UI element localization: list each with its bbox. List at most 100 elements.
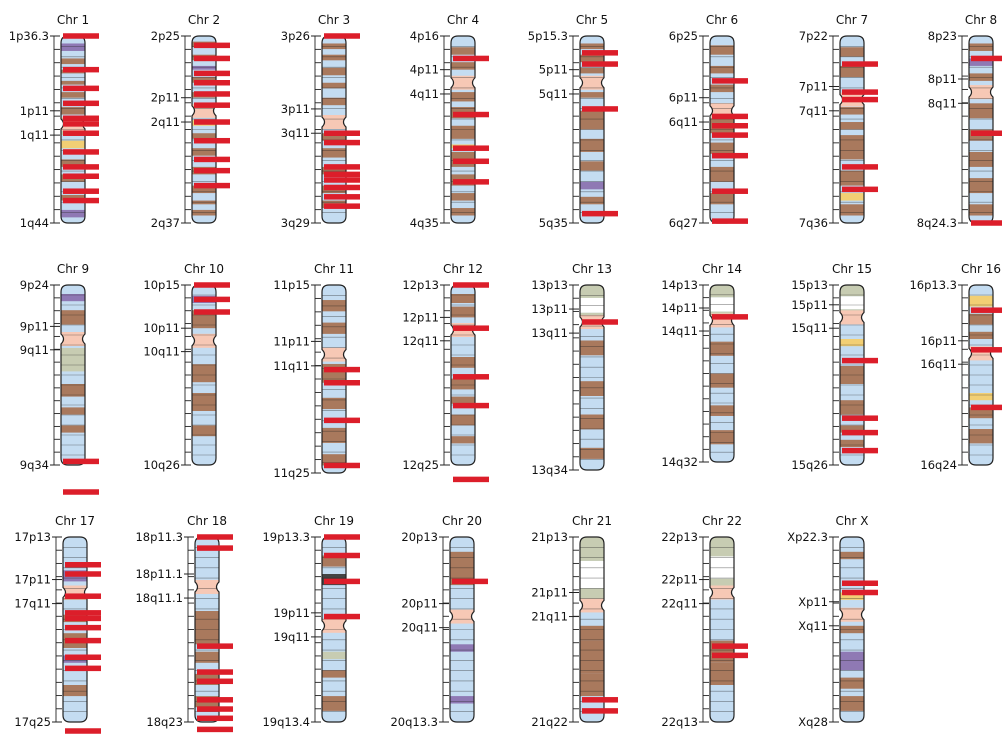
band (840, 400, 864, 415)
locus-marker (971, 347, 1002, 353)
locus-marker (324, 613, 360, 620)
locus-marker (712, 78, 748, 84)
band (580, 92, 604, 98)
band (192, 185, 216, 194)
locus-marker (842, 447, 878, 454)
locus-marker (194, 55, 230, 62)
locus-marker (712, 218, 748, 224)
band (61, 384, 85, 397)
band-label: 18q11.1 (135, 591, 183, 605)
band (840, 592, 864, 600)
band (840, 65, 864, 78)
locus-marker (65, 593, 101, 599)
band (580, 625, 604, 641)
chromosome-title: Chr 10 (184, 262, 224, 276)
locus-marker (324, 139, 360, 146)
chromosome-title: Chr 20 (442, 514, 482, 528)
band (451, 125, 475, 139)
band (840, 193, 864, 201)
chromosome-chr-9: Chr 9 9p24 9p11 9q11 9q34 (20, 262, 99, 495)
band (451, 378, 475, 390)
locus-marker (194, 282, 230, 288)
band-label: 14q11 (661, 324, 698, 338)
band-label: 5p11 (539, 63, 568, 77)
band (192, 148, 216, 156)
band (322, 427, 346, 443)
band-label: 17q25 (14, 715, 51, 729)
locus-marker (63, 33, 99, 39)
band (710, 373, 734, 388)
locus-marker (582, 697, 618, 703)
locus-marker (712, 152, 748, 159)
chromosome-chr-21: Chr 21 21p13 21p11 21q11 21q22 (531, 514, 618, 729)
band (322, 54, 346, 61)
band-label: 9q34 (20, 458, 49, 472)
chromosome-title: Chr X (836, 514, 869, 528)
locus-marker (63, 489, 99, 495)
band (192, 133, 216, 139)
band-label: Xp22.3 (787, 530, 828, 544)
band-label: 1q44 (20, 216, 49, 230)
locus-marker (197, 669, 233, 675)
band (580, 447, 604, 459)
locus-marker (65, 624, 101, 631)
band-label: 4p16 (410, 29, 439, 43)
band-label: 4q11 (410, 87, 439, 101)
centromere (192, 333, 216, 348)
chromosome-chr-13: Chr 13 13p13 13p11 13q11 13q34 (531, 262, 618, 477)
band-label: Xq28 (798, 715, 828, 729)
locus-marker (65, 654, 101, 660)
band-label: 7p11 (799, 79, 828, 93)
band (969, 331, 993, 339)
band-label: 4q35 (410, 216, 439, 230)
band-label: 8q24.3 (917, 216, 957, 230)
band (322, 148, 346, 158)
band-label: 8q11 (928, 96, 957, 110)
band-label: 9p24 (20, 278, 49, 292)
band-label: 1q11 (20, 128, 49, 142)
band-label: 12p11 (402, 310, 439, 324)
band-label: 21p13 (531, 530, 568, 544)
band-label: 4p11 (410, 63, 439, 77)
locus-marker (197, 697, 233, 703)
band-label: 3p26 (281, 29, 310, 43)
chromosome-title: Chr 7 (836, 13, 868, 27)
band (451, 436, 475, 444)
band-label: 22q11 (661, 597, 698, 611)
band (451, 414, 475, 426)
band-label: 20q13.3 (390, 715, 438, 729)
locus-marker (582, 210, 618, 217)
chromosome-title: Chr 5 (576, 13, 608, 27)
locus-marker (452, 578, 488, 585)
band-label: 22p11 (661, 573, 698, 587)
band (580, 67, 604, 74)
band (63, 685, 87, 697)
locus-marker (324, 33, 360, 39)
band (322, 397, 346, 410)
locus-marker (63, 173, 99, 179)
chromosome-chr-5: Chr 5 5p15.3 5p11 5q11 5q35 (528, 13, 618, 230)
centromere (840, 607, 864, 622)
band (322, 651, 346, 660)
locus-marker (194, 91, 230, 97)
centromere (969, 85, 993, 100)
band-label: 6q11 (669, 115, 698, 129)
band (580, 414, 604, 430)
band-label: 5p15.3 (528, 29, 568, 43)
band-label: 18p11.1 (135, 567, 183, 581)
locus-marker (63, 130, 99, 136)
locus-marker (842, 186, 878, 193)
locus-marker (971, 307, 1002, 313)
band (322, 166, 346, 175)
band-label: 10p15 (143, 278, 180, 292)
band (969, 313, 993, 325)
locus-marker (453, 374, 489, 380)
locus-marker (842, 357, 878, 364)
band (710, 65, 734, 74)
locus-marker (842, 415, 878, 421)
band (840, 696, 864, 711)
band (192, 393, 216, 411)
band (322, 82, 346, 89)
locus-marker (324, 203, 360, 209)
locus-marker (65, 610, 101, 616)
